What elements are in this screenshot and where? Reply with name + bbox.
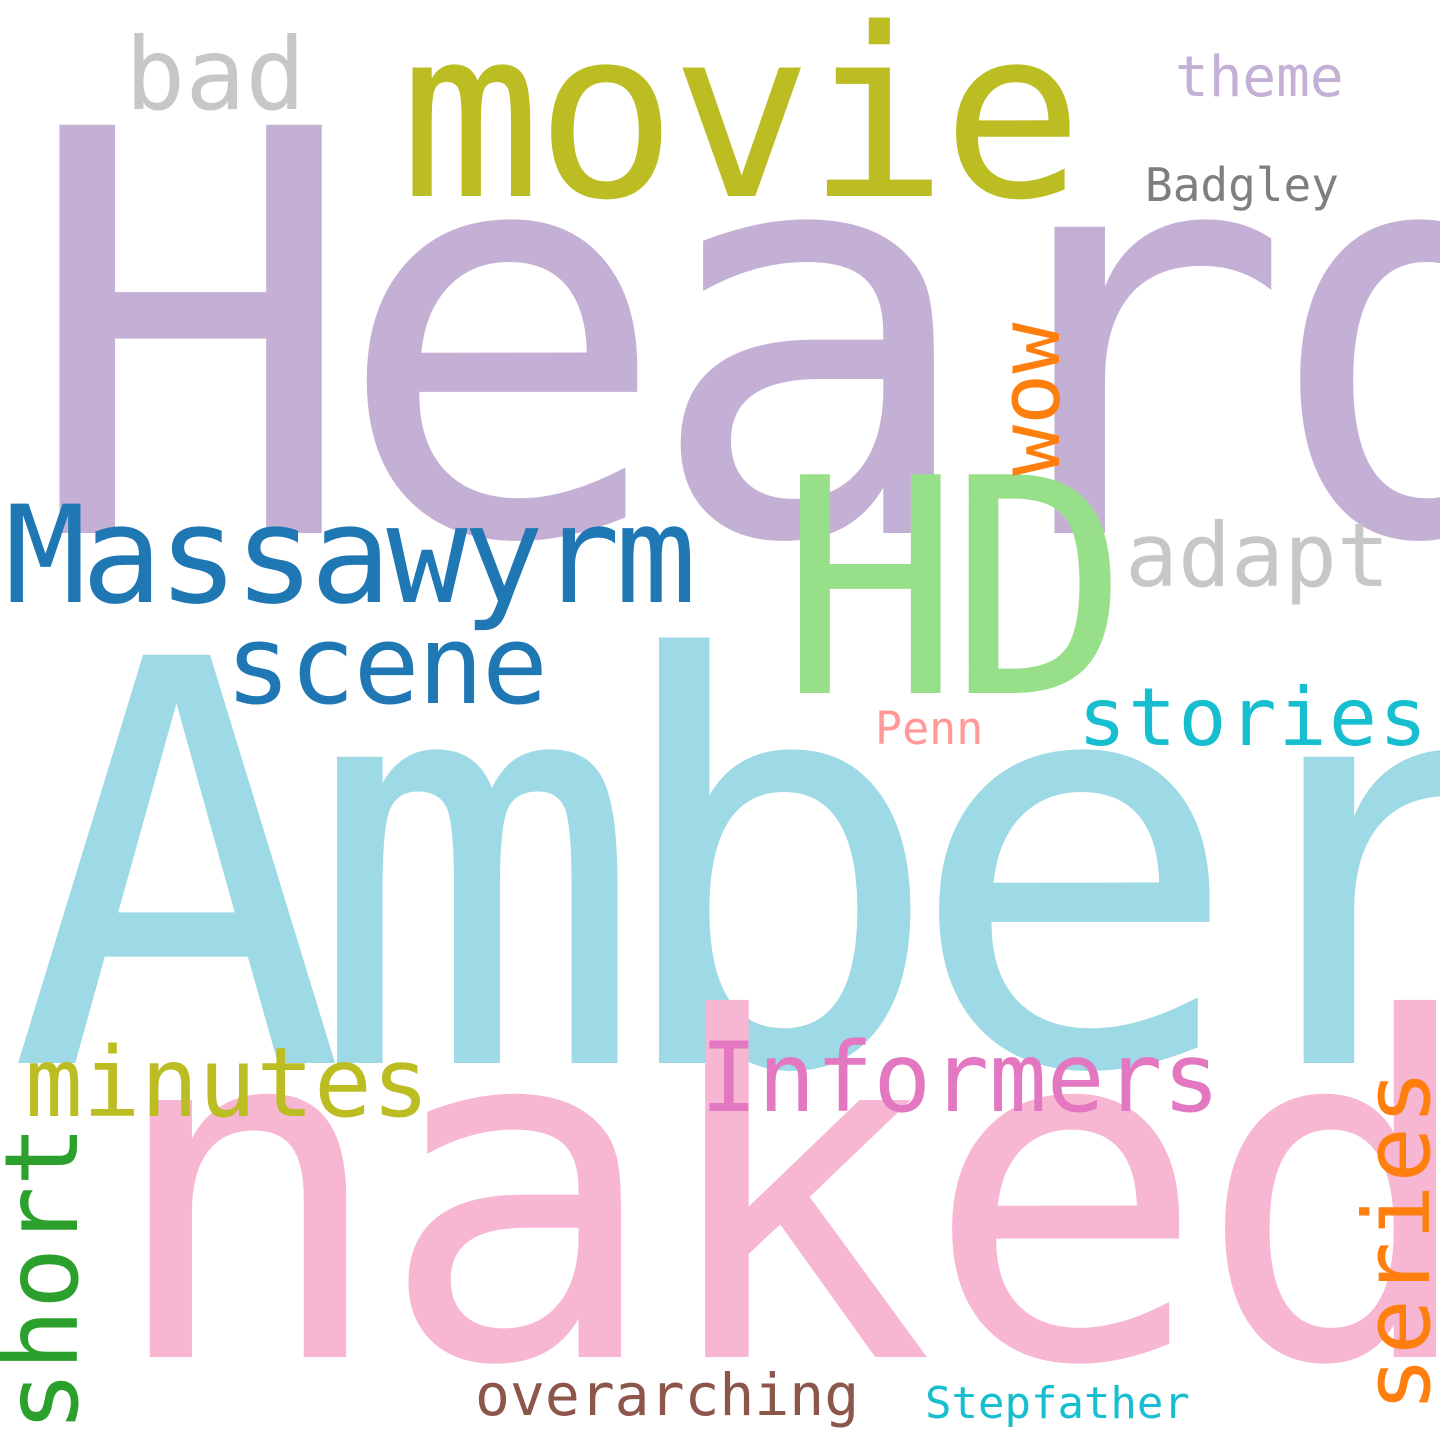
word-massawyrm: Massawyrm: [5, 477, 696, 634]
word-theme: theme: [1175, 45, 1344, 110]
word-naked: naked: [105, 921, 1440, 1440]
word-overarching: overarching: [475, 1361, 860, 1429]
word-informers: Informers: [700, 1022, 1221, 1134]
word-minutes: minutes: [25, 1027, 430, 1139]
word-badgley: Badgley: [1145, 158, 1339, 212]
word-scene: scene: [225, 601, 548, 729]
word-hd: HD: [780, 415, 1129, 764]
word-stepfather: Stepfather: [925, 1378, 1190, 1429]
word-movie: movie: [400, 0, 1083, 252]
word-heard: Heard: [22, 14, 1440, 666]
word-wow: wow: [981, 322, 1080, 476]
word-bad: bad: [125, 16, 306, 133]
word-amber: Amber: [8, 544, 1440, 1196]
word-penn: Penn: [875, 702, 984, 755]
word-adapt: adapt: [1125, 504, 1390, 607]
word-stories: stories: [1078, 671, 1430, 764]
word-series: series: [1344, 1067, 1440, 1412]
word-short: short: [0, 1124, 102, 1432]
